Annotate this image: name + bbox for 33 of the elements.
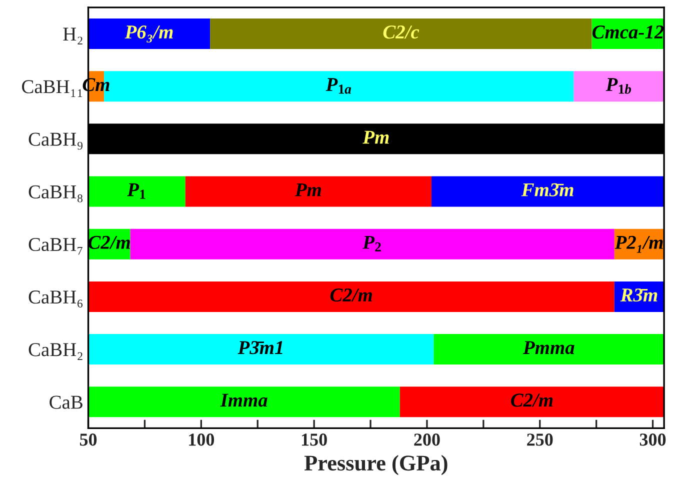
- series-label: P$_{1b}$: [606, 78, 632, 94]
- x-tick-label: 250: [527, 434, 553, 446]
- series-label: P6₃/m: [124, 26, 173, 43]
- y-tick-label: CaBH₁₁: [22, 80, 82, 97]
- x-tick-label: 150: [302, 434, 327, 446]
- series-label: Pm: [362, 130, 389, 144]
- series-label: Pmma: [522, 341, 574, 354]
- series-label: Fm3̄m: [521, 183, 574, 196]
- y-tick-label: CaBH₆: [28, 290, 83, 308]
- x-tick-label: 200: [414, 434, 440, 446]
- series-label: P$_{2}$: [362, 236, 381, 252]
- x-tick-label: 300: [640, 434, 666, 446]
- series-label: C2/m: [88, 236, 130, 249]
- x-axis-title: Pressure (GPa): [304, 454, 448, 476]
- y-tick-label: CaBH₈: [28, 185, 82, 202]
- y-tick-label: CaB: [50, 396, 82, 409]
- series-label: C2/m: [511, 394, 553, 407]
- series-label: C2/c: [383, 26, 420, 39]
- y-tick-label: CaBH₂: [28, 343, 82, 360]
- series-label: P$_{1a}$: [326, 78, 352, 94]
- y-tick-label: CaBH₇: [28, 238, 82, 255]
- y-tick-label: H₂: [63, 28, 82, 44]
- series-label: Pm: [294, 183, 321, 196]
- series-label: P2₁/m: [614, 236, 663, 253]
- x-tick-label: 50: [80, 434, 97, 446]
- series-label: R3̄m: [620, 288, 658, 302]
- x-tick-label: 100: [189, 434, 214, 446]
- series-label: C2/m: [330, 288, 372, 302]
- series-label: Cmca-12: [592, 26, 664, 39]
- y-tick-label: CaBH₉: [28, 132, 83, 150]
- series-label: P$_{1}$: [127, 183, 146, 199]
- series-label: P3̄m1: [238, 341, 282, 354]
- series-label: Imma: [220, 394, 268, 407]
